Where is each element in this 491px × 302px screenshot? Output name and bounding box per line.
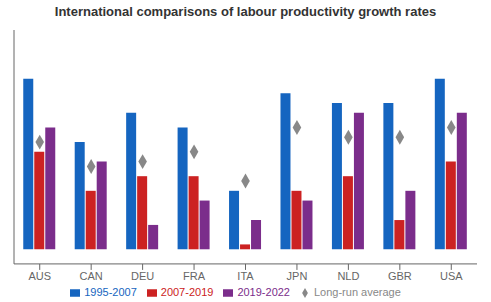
html-text:2019-2022: 2019-2022 (237, 285, 290, 298)
svg-text:ITA: ITA (237, 270, 254, 282)
svg-text:DEU: DEU (131, 270, 154, 282)
svg-text:USA: USA (440, 270, 463, 282)
html-text:1995-2007: 1995-2007 (84, 285, 137, 298)
svg-text:NLD: NLD (337, 270, 359, 282)
svg-text:JPN: JPN (287, 270, 308, 282)
svg-text:AUS: AUS (28, 270, 51, 282)
html-text:2007-2019: 2007-2019 (160, 285, 214, 298)
svg-text:FRA: FRA (183, 270, 206, 282)
svg-text:CAN: CAN (80, 270, 103, 282)
html-text:Long-run average: Long-run average (314, 285, 401, 298)
html-text:International comparisons of l: International comparisons of labour prod… (54, 4, 437, 19)
svg-text:GBR: GBR (388, 270, 412, 282)
